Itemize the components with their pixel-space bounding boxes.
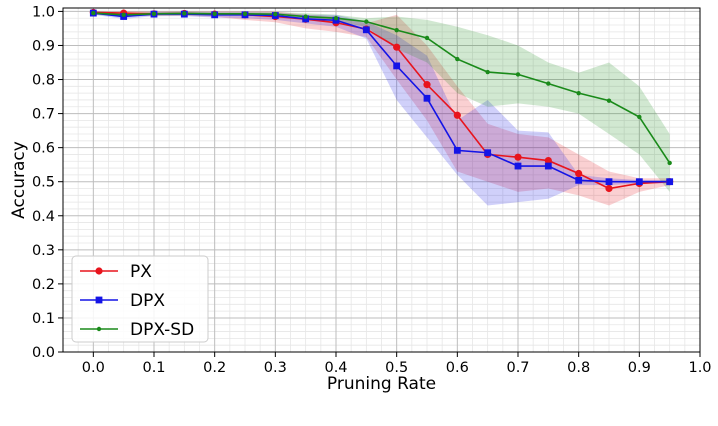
marker-dpx-sd — [485, 69, 490, 75]
axes — [58, 7, 701, 357]
band-px — [93, 11, 670, 206]
y-tick-label: 0.8 — [32, 73, 55, 89]
y-tick-label: 0.7 — [32, 107, 55, 123]
legend: PX DPX DPX-SD — [71, 255, 209, 343]
marker-dpx-sd — [212, 11, 217, 16]
marker-dpx — [453, 146, 461, 154]
marker-dpx — [302, 15, 310, 23]
marker-px — [575, 169, 583, 178]
marker-dpx-sd — [182, 11, 187, 16]
line-dpx-sd — [93, 12, 671, 164]
legend-marker-px — [95, 267, 103, 275]
marker-dpx-sd — [455, 56, 460, 62]
x-tick-label: 1.0 — [688, 360, 711, 376]
marker-dpx — [575, 176, 583, 184]
marker-dpx — [544, 162, 552, 170]
marker-px — [453, 111, 461, 119]
marker-dpx — [635, 178, 643, 186]
x-tick-label: 0.3 — [264, 360, 287, 376]
y-tick-label: 0.1 — [32, 311, 55, 327]
band-dpx-sd — [93, 11, 670, 192]
x-tick-label: 0.8 — [567, 360, 590, 376]
legend-marker-dpx-sd — [96, 326, 102, 332]
y-axis-title: Accuracy — [9, 141, 29, 219]
y-tick-label: 0.5 — [32, 175, 55, 191]
marker-dpx — [423, 94, 431, 102]
marker-dpx-sd — [242, 11, 248, 16]
marker-px — [544, 156, 552, 165]
y-tick-label: 0.0 — [32, 345, 55, 361]
marker-px — [605, 184, 613, 193]
y-tick-label: 0.3 — [32, 243, 55, 259]
marker-dpx-sd — [364, 19, 369, 24]
marker-dpx-sd — [394, 27, 399, 33]
marker-dpx — [393, 62, 401, 70]
marker-dpx-sd — [637, 114, 642, 120]
legend-label-dpx: DPX — [130, 291, 165, 311]
legend-label-px: PX — [130, 262, 152, 282]
x-tick-label: 0.5 — [385, 360, 408, 376]
series-markers — [89, 8, 674, 193]
marker-dpx-sd — [424, 35, 430, 41]
x-tick-label: 0.0 — [82, 360, 105, 376]
series-lines — [93, 11, 671, 190]
x-tick-label: 0.1 — [142, 360, 165, 376]
marker-dpx — [362, 26, 370, 34]
marker-dpx-sd — [333, 16, 339, 21]
x-tick-label: 0.6 — [446, 360, 469, 376]
marker-dpx — [514, 162, 522, 170]
marker-dpx-sd — [576, 90, 581, 96]
marker-px — [423, 81, 431, 89]
x-tick-label: 0.7 — [506, 360, 529, 376]
marker-px — [514, 153, 522, 161]
marker-dpx-sd — [273, 11, 278, 17]
x-tick-label: 0.9 — [628, 360, 651, 376]
marker-dpx-sd — [667, 160, 672, 166]
marker-dpx-sd — [91, 10, 96, 16]
marker-dpx — [484, 149, 492, 157]
marker-px — [393, 43, 401, 51]
marker-dpx-sd — [515, 72, 521, 77]
marker-dpx — [605, 178, 613, 186]
confidence-bands — [93, 11, 670, 206]
plot-frame — [62, 7, 701, 353]
x-axis-title: Pruning Rate — [327, 374, 436, 394]
x-tick-label: 0.2 — [203, 360, 226, 376]
y-tick-label: 0.4 — [32, 209, 55, 225]
band-dpx — [93, 11, 670, 206]
legend-label-dpx-sd: DPX-SD — [130, 320, 194, 340]
y-tick-label: 1.0 — [32, 4, 55, 20]
marker-dpx-sd — [303, 14, 308, 19]
tick-labels: 0.0 0.1 0.2 0.3 0.4 0.5 0.6 0.7 0.8 0.9 1.0 0.0 0.1 0… — [32, 4, 712, 376]
marker-dpx-sd — [151, 11, 157, 16]
y-tick-label: 0.6 — [32, 141, 55, 157]
y-tick-label: 0.9 — [32, 38, 55, 54]
y-tick-label: 0.2 — [32, 277, 55, 293]
marker-dpx-sd — [546, 81, 551, 86]
legend-box — [71, 255, 209, 343]
marker-dpx-sd — [606, 98, 612, 103]
marker-dpx — [666, 178, 674, 186]
legend-marker-dpx — [95, 296, 103, 304]
marker-dpx-sd — [121, 12, 126, 18]
x-tick-label: 0.4 — [324, 360, 347, 376]
